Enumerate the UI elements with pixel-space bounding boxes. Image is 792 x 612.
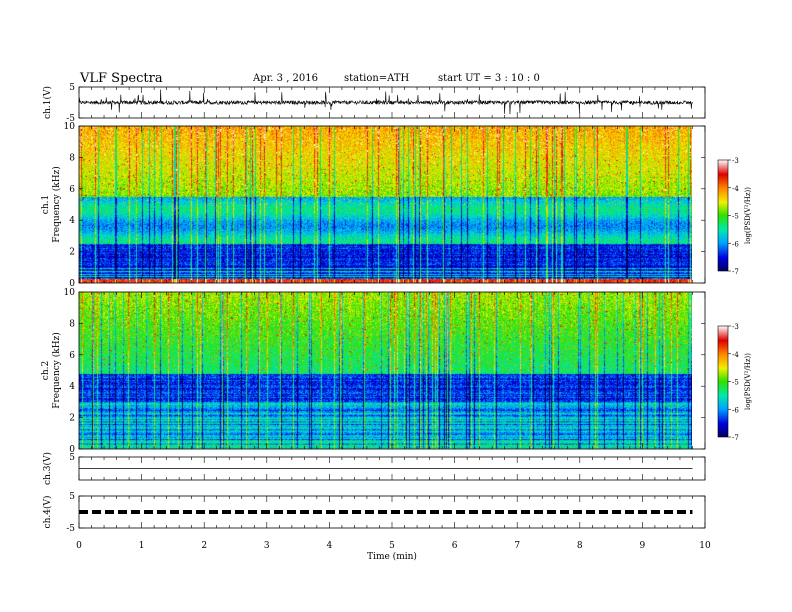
spectrogram-ch2 [79,292,692,449]
x-tick-label: 3 [264,541,270,551]
x-tick-label: 8 [577,541,583,551]
y-tick-label: 10 [64,122,76,132]
y-tick-label: 0 [69,445,75,455]
spectrogram-ch1 [79,126,692,283]
y-axis-label: ch.4(V) [42,496,53,529]
y-tick-label: -5 [66,114,75,124]
start-time-label: start UT = 3 : 10 : 0 [438,73,540,84]
colorbar-tick-label: -3 [732,157,739,165]
colorbar-tick-label: -3 [732,323,739,331]
y-tick-label: 6 [69,351,75,361]
data-traces [78,89,693,514]
y-axis-label-frequency: Frequency (kHz) [51,166,62,243]
colorbar-label: log(PSD(V²/Hz)) [744,187,752,244]
colorbar-tick-label: -6 [732,240,739,248]
y-tick-label: 6 [69,185,75,195]
date-label: Apr. 3 , 2016 [253,73,319,84]
x-tick-label: 4 [327,541,333,551]
x-tick-label: 10 [699,541,711,551]
colorbar-tick-label: -7 [732,268,739,276]
y-tick-label: 4 [69,216,75,226]
colorbar-tick-label: -4 [732,185,739,193]
colorbar-tick-label: -6 [732,406,739,414]
y-tick-label: 8 [69,319,75,329]
y-axis-label-frequency: Frequency (kHz) [51,332,62,409]
y-tick-label: 10 [64,288,76,298]
x-tick-label: 9 [640,541,646,551]
x-tick-label: 6 [452,541,458,551]
x-tick-label: 2 [201,541,207,551]
y-axis-label: ch.3(V) [42,452,53,485]
y-tick-label: 5 [69,83,75,93]
ch1-waveform-trace [78,89,693,115]
y-axis-label-channel: ch.2 [41,361,51,380]
x-tick-label: 1 [139,541,145,551]
colorbar-tick-label: -5 [732,379,739,387]
colorbar [717,325,729,438]
spectrogram-images [79,126,692,449]
y-tick-label: 0 [69,279,75,289]
y-tick-label: 2 [69,414,75,424]
x-tick-label: 5 [389,541,395,551]
x-tick-label: 7 [514,541,520,551]
y-tick-label: 4 [69,382,75,392]
colorbar-tick-label: -4 [732,351,739,359]
y-tick-label: 2 [69,248,75,258]
y-tick-label: 5 [69,453,75,463]
colorbar-label: log(PSD(V²/Hz)) [744,353,752,410]
x-axis-label: Time (min) [367,551,417,562]
y-tick-label: -5 [66,524,75,534]
chart-title: VLF Spectra [80,71,163,86]
colorbar [717,159,729,272]
x-tick-label: 0 [76,541,82,551]
y-axis-label: ch.1(V) [42,86,53,119]
y-tick-label: 5 [69,492,75,502]
colorbar-tick-label: -5 [732,213,739,221]
colorbar-tick-label: -7 [732,434,739,442]
axes [78,86,731,529]
station-label: station=ATH [344,73,410,84]
y-tick-label: 8 [69,153,75,163]
y-axis-label-channel: ch.1 [41,195,51,214]
